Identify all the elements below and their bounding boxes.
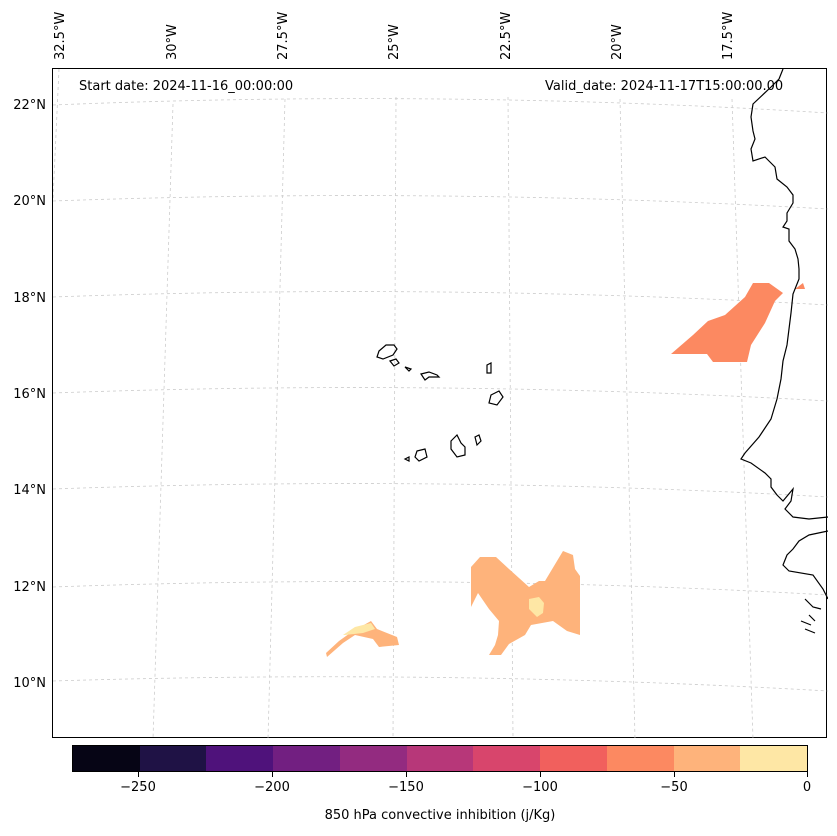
island-boa-vista (488, 390, 504, 406)
cin-patch-near-coast-fragment (795, 283, 805, 289)
african-coastline (740, 69, 828, 520)
lon-label-30w: 30°W (165, 24, 180, 60)
island-santo-antao (376, 344, 398, 360)
cin-patch-southwest-core (343, 623, 375, 635)
lat-label-16n: 16°N (13, 387, 46, 402)
colorbar-tick-label: −50 (660, 780, 688, 795)
colorbar-tick-label: −150 (388, 780, 424, 795)
map-panel[interactable]: Start date: 2024-11-16_00:00:00 Valid_da… (52, 68, 828, 739)
meridian-27-5w (267, 98, 286, 739)
island-santiago (450, 433, 466, 458)
lat-label-14n: 14°N (13, 483, 46, 498)
colorbar-tick-label: −100 (522, 780, 558, 795)
lon-label-27-5w: 27.5°W (276, 11, 291, 60)
cin-patch-southern-core (529, 597, 544, 617)
colorbar-tick (138, 772, 139, 777)
island-sao-vicente (388, 358, 400, 367)
lon-label-32-5w: 32.5°W (53, 11, 68, 60)
parallel-22n (53, 98, 828, 114)
lat-label-18n: 18°N (13, 291, 46, 306)
graticule (53, 69, 828, 739)
colorbar-segment (206, 746, 274, 771)
colorbar-tick-label: 0 (802, 780, 812, 795)
southern-coastline (782, 530, 828, 634)
map-canvas (53, 69, 828, 739)
colorbar-tick-label: −200 (254, 780, 290, 795)
island-sal (486, 362, 492, 374)
lon-label-25w: 25°W (387, 24, 402, 60)
lat-label-12n: 12°N (13, 580, 46, 595)
parallel-10n (53, 676, 828, 692)
colorbar-tick-label: −250 (120, 780, 156, 795)
parallel-20n (53, 195, 828, 210)
cin-patches (326, 283, 805, 657)
lat-label-20n: 20°N (13, 194, 46, 209)
parallel-18n (53, 291, 828, 306)
colorbar-segment (273, 746, 340, 771)
island-maio (474, 434, 482, 447)
parallel-12n (53, 581, 828, 596)
colorbar-segment (473, 746, 541, 771)
meridian-17-5w (731, 98, 754, 739)
cin-patch-near-coast (671, 283, 783, 362)
start-date-label: Start date: 2024-11-16_00:00:00 (79, 79, 294, 94)
island-brava (403, 456, 410, 462)
colorbar-tick (406, 772, 407, 777)
colorbar-segment (673, 746, 741, 771)
lon-label-20w: 20°W (610, 24, 625, 60)
colorbar-segment (540, 746, 607, 771)
island-fogo (414, 448, 428, 462)
meridian-30w (152, 103, 174, 739)
colorbar (72, 745, 808, 772)
lon-label-17-5w: 17.5°W (721, 11, 736, 60)
colorbar-tick (807, 772, 808, 777)
colorbar-segment (740, 746, 808, 771)
colorbar-segment (406, 746, 474, 771)
coastlines (376, 69, 828, 634)
colorbar-label: 850 hPa convective inhibition (j/Kg) (324, 808, 556, 823)
parallel-14n (53, 483, 828, 498)
colorbar-segment (606, 746, 674, 771)
colorbar-segment (73, 746, 140, 771)
lon-label-22-5w: 22.5°W (499, 11, 514, 60)
meridian-25w (392, 96, 397, 739)
lat-label-22n: 22°N (13, 98, 46, 113)
valid-date-label: Valid_date: 2024-11-17T15:00:00.00 (545, 79, 784, 94)
meridian-32-5w (53, 69, 60, 200)
island-santa-luzia (404, 366, 413, 372)
colorbar-segment (139, 746, 207, 771)
lat-label-10n: 10°N (13, 676, 46, 691)
parallel-16n (53, 387, 828, 402)
meridian-20w (619, 98, 636, 739)
colorbar-segment (339, 746, 407, 771)
island-sao-nicolau (420, 371, 441, 381)
colorbar-tick (540, 772, 541, 777)
colorbar-tick (674, 772, 675, 777)
colorbar-tick (272, 772, 273, 777)
cin-patch-southern (471, 551, 580, 655)
